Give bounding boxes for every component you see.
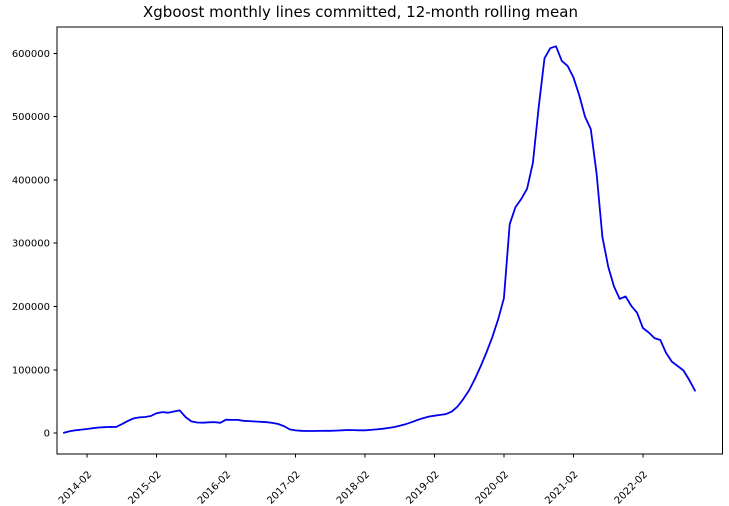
y-tick-label: 100000 (12, 365, 50, 376)
y-tick-label: 0 (44, 429, 50, 440)
y-tick-label: 300000 (12, 239, 50, 250)
x-tick-label: 2019-02 (404, 469, 441, 506)
x-tick-label: 2017-02 (265, 469, 302, 506)
x-tick-label: 2021-02 (543, 469, 580, 506)
y-tick-label: 200000 (12, 302, 50, 313)
series-line-xgboost (63, 45, 696, 434)
y-tick-label: 500000 (12, 112, 50, 123)
y-tick-label: 400000 (12, 175, 50, 186)
x-tick-label: 2018-02 (335, 469, 372, 506)
x-tick-label: 2016-02 (196, 469, 233, 506)
y-tick-label: 600000 (12, 49, 50, 60)
x-tick-label: 2015-02 (126, 469, 163, 506)
x-axis-ticks: 2014-02 2015-02 2016-02 2017-02 2018-02 2019-… (57, 454, 650, 506)
chart-title: Xgboost monthly lines committed, 12-mont… (143, 3, 578, 21)
x-tick-label: 2014-02 (57, 469, 94, 506)
y-axis-ticks: 0 100000 200000 300000 400000 500000 600000 (12, 49, 57, 440)
plot-frame (56, 26, 723, 455)
x-tick-label: 2022-02 (613, 469, 650, 506)
x-tick-label: 2020-02 (474, 469, 511, 506)
